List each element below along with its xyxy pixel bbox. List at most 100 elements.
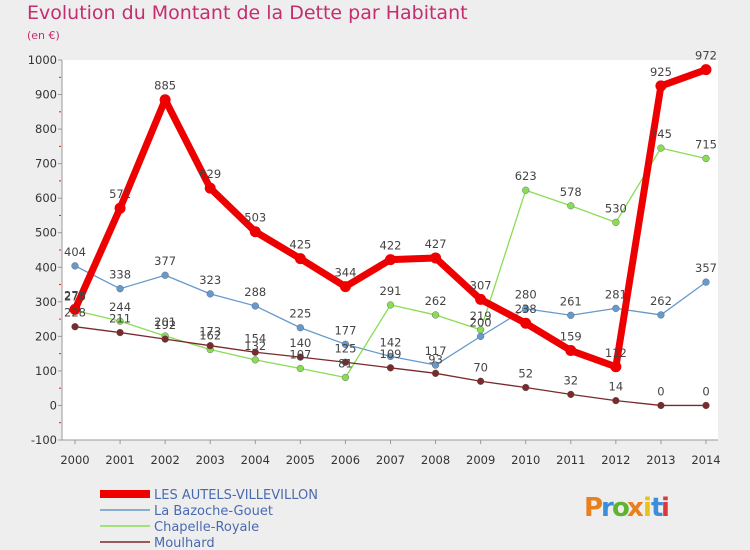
data-point	[341, 358, 350, 366]
x-tick-label: 2009	[466, 453, 495, 467]
data-label: 200	[470, 315, 492, 329]
data-label: 211	[109, 312, 131, 326]
data-label: 578	[560, 185, 582, 199]
data-label: 427	[425, 237, 447, 251]
data-label: 262	[425, 294, 447, 308]
data-label: 14	[609, 380, 624, 394]
data-point	[206, 342, 214, 350]
data-label: 177	[334, 323, 356, 337]
logo-letter: i	[643, 493, 652, 523]
plot-area	[62, 60, 718, 440]
data-point	[431, 369, 440, 377]
y-tick-label: 600	[35, 191, 57, 205]
data-point	[477, 326, 485, 334]
logo-letter: t	[651, 493, 663, 523]
logo-letter: i	[661, 493, 670, 523]
data-point	[477, 377, 485, 385]
data-point	[385, 254, 396, 266]
data-label: 307	[470, 278, 492, 292]
logo-letter: r	[601, 493, 614, 523]
y-tick-label: 200	[35, 329, 57, 343]
y-tick-label: 500	[35, 226, 57, 240]
data-point	[116, 317, 124, 325]
data-point	[610, 361, 622, 373]
data-label: 32	[563, 373, 578, 387]
x-tick-label: 2014	[691, 453, 720, 467]
x-tick-label: 2012	[601, 453, 630, 467]
logo-letter: P	[584, 493, 603, 523]
data-label: 629	[199, 167, 221, 181]
data-point	[475, 293, 487, 305]
data-label: 52	[518, 366, 533, 380]
legend-label: Moulhard	[154, 536, 215, 550]
x-tick-label: 2011	[556, 453, 585, 467]
logo-letter: x	[627, 493, 644, 523]
y-tick-label: 300	[35, 295, 57, 309]
x-tick-label: 2004	[241, 453, 270, 467]
data-point	[161, 271, 169, 279]
data-point	[341, 340, 350, 348]
data-point	[296, 364, 304, 373]
chart-title: Evolution du Montant de la Dette par Hab…	[27, 2, 468, 24]
x-tick-label: 2013	[646, 453, 675, 467]
data-label: 323	[199, 273, 221, 287]
data-label: 162	[199, 328, 221, 342]
data-point	[565, 345, 577, 357]
data-point	[251, 348, 259, 356]
data-point	[386, 301, 395, 309]
data-point	[249, 226, 261, 238]
x-tick-label: 2006	[331, 453, 360, 467]
data-label: 278	[64, 288, 86, 302]
data-point	[477, 332, 485, 340]
data-point	[386, 352, 395, 361]
data-label: 425	[289, 238, 311, 252]
data-point	[159, 94, 171, 106]
data-label: 715	[695, 137, 717, 151]
data-label: 81	[338, 356, 353, 370]
data-point	[700, 64, 712, 76]
y-tick-label: 900	[35, 88, 57, 102]
data-label: 93	[428, 352, 443, 366]
data-point	[567, 202, 575, 210]
x-tick-label: 2000	[60, 453, 89, 467]
data-point	[567, 311, 575, 319]
data-label: 140	[289, 336, 311, 350]
data-label: 745	[650, 127, 672, 141]
data-point	[206, 290, 214, 298]
data-label: 972	[695, 49, 717, 63]
data-point	[657, 144, 665, 152]
data-point	[71, 323, 79, 331]
data-point	[116, 328, 124, 337]
data-label: 357	[695, 261, 717, 275]
x-tick-label: 2002	[151, 453, 180, 467]
data-label: 404	[64, 245, 86, 259]
legend-label: Chapelle-Royale	[154, 520, 259, 535]
data-label: 280	[515, 288, 537, 302]
data-label: 288	[244, 285, 266, 299]
data-label: 261	[560, 294, 582, 308]
logo-letter: o	[612, 493, 630, 523]
data-point	[116, 285, 124, 293]
data-label: 244	[109, 300, 131, 314]
data-label: 0	[702, 384, 709, 398]
data-point	[567, 390, 575, 399]
data-point	[702, 154, 710, 163]
data-label: 291	[380, 284, 402, 298]
data-label: 117	[425, 344, 447, 358]
y-tick-label: 1000	[28, 53, 57, 67]
data-point	[522, 186, 530, 194]
y-tick-label: 800	[35, 122, 57, 136]
data-label: 228	[64, 306, 86, 320]
data-label: 159	[560, 330, 582, 344]
data-label: 192	[154, 318, 176, 332]
y-tick-label: 100	[35, 364, 57, 378]
x-tick-label: 2007	[376, 453, 405, 467]
data-label: 503	[244, 211, 266, 225]
data-point	[522, 305, 530, 313]
data-label: 275	[64, 289, 86, 303]
data-point	[612, 397, 620, 405]
y-tick-label: 700	[35, 157, 57, 171]
y-tick-label: 400	[35, 260, 57, 274]
